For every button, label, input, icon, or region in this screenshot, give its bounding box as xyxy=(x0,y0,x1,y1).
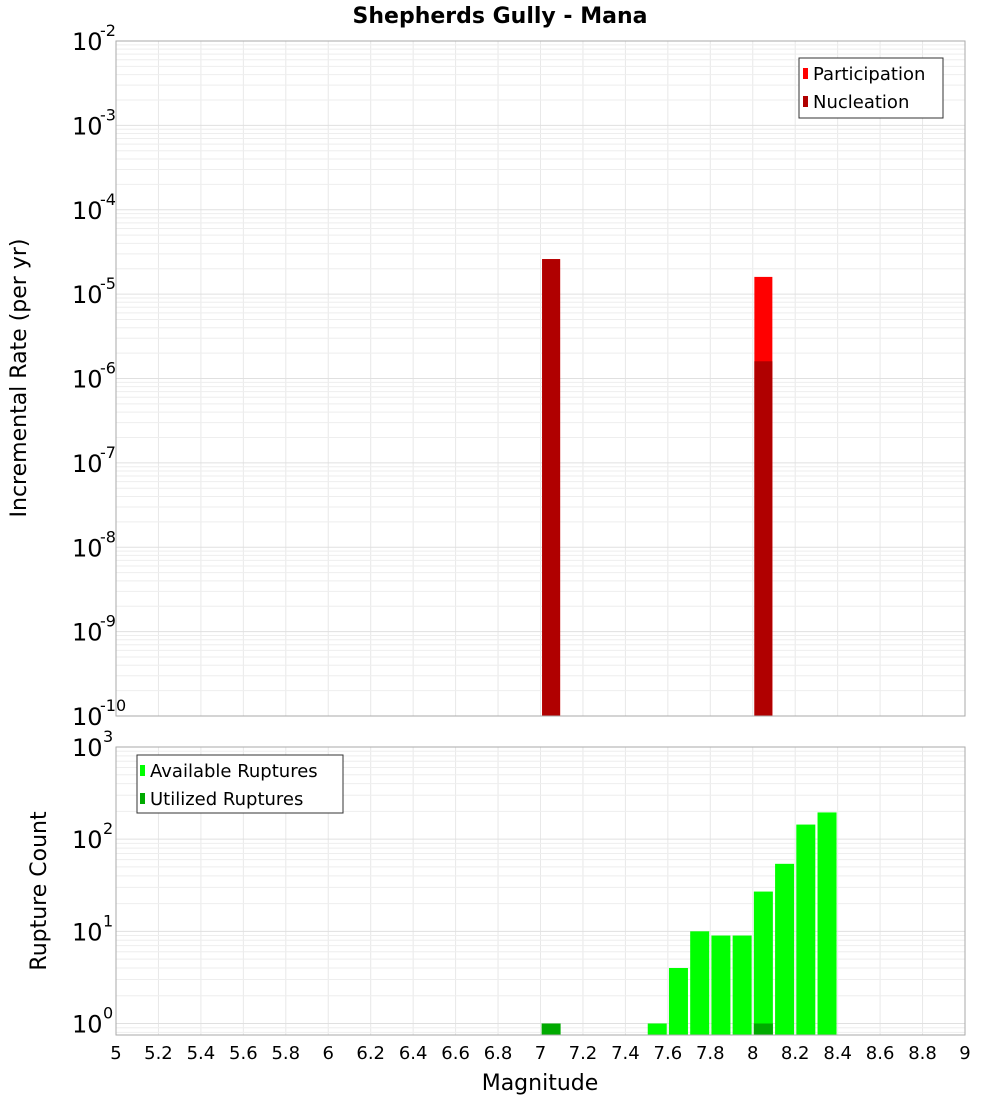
bottom-y-axis-label: Rupture Count xyxy=(27,811,52,971)
y-tick-label: 10 xyxy=(72,112,103,140)
available-ruptures-bar xyxy=(796,825,815,1035)
x-tick-label: 7.8 xyxy=(696,1043,725,1064)
top-y-axis-label: Incremental Rate (per yr) xyxy=(7,239,32,518)
bottom-plot-rupture-count: 103102101100 Rupture Count Available Rup… xyxy=(27,727,965,1038)
x-tick-label: 5.6 xyxy=(229,1043,258,1064)
y-tick-exponent: -9 xyxy=(100,612,116,631)
nucleation-bar xyxy=(754,361,772,716)
chart-title: Shepherds Gully - Mana xyxy=(353,4,648,29)
x-tick-label: 8.6 xyxy=(866,1043,895,1064)
y-tick-label: 10 xyxy=(72,281,103,309)
y-tick-label: 10 xyxy=(72,534,103,562)
x-tick-label: 7.2 xyxy=(569,1043,598,1064)
available-ruptures-bar xyxy=(711,936,730,1035)
bottom-y-tick-labels: 103102101100 xyxy=(72,727,113,1038)
top-plot-incremental-rate: 10-210-310-410-510-610-710-810-910-10 In… xyxy=(7,21,965,731)
y-tick-exponent: -8 xyxy=(100,527,116,546)
y-tick-exponent: 3 xyxy=(103,727,113,746)
y-tick-exponent: -10 xyxy=(100,696,126,715)
y-tick-label: 10 xyxy=(72,734,103,762)
x-tick-label: 9 xyxy=(959,1043,970,1064)
available-ruptures-bar xyxy=(775,864,794,1035)
legend-utilized-ruptures: Utilized Ruptures xyxy=(150,789,303,810)
x-tick-label: 7.4 xyxy=(611,1043,640,1064)
x-tick-label: 7 xyxy=(535,1043,546,1064)
y-tick-label: 10 xyxy=(72,826,103,854)
y-tick-label: 10 xyxy=(72,366,103,394)
utilized-ruptures-bar xyxy=(542,1023,561,1035)
y-tick-label: 10 xyxy=(72,1010,103,1038)
available-ruptures-bar xyxy=(690,931,709,1035)
y-tick-label: 10 xyxy=(72,703,103,731)
x-tick-label: 7.6 xyxy=(654,1043,683,1064)
y-tick-exponent: 2 xyxy=(103,819,113,838)
x-tick-label: 5.8 xyxy=(271,1043,300,1064)
x-tick-label: 5 xyxy=(110,1043,121,1064)
available-ruptures-bar xyxy=(669,968,688,1035)
nucleation-bar xyxy=(542,259,560,716)
x-tick-label: 6.8 xyxy=(484,1043,513,1064)
y-tick-exponent: -3 xyxy=(100,105,116,124)
x-tick-label: 8.2 xyxy=(781,1043,810,1064)
y-tick-exponent: 1 xyxy=(103,911,113,930)
available-ruptures-bar xyxy=(818,812,837,1035)
legend-available-ruptures: Available Ruptures xyxy=(150,761,318,782)
y-tick-exponent: 0 xyxy=(103,1003,113,1022)
top-legend: Participation Nucleation xyxy=(799,58,943,118)
available-ruptures-bar xyxy=(733,936,752,1035)
y-tick-exponent: -6 xyxy=(100,359,116,378)
y-tick-label: 10 xyxy=(72,619,103,647)
y-tick-exponent: -2 xyxy=(100,21,116,40)
y-tick-exponent: -5 xyxy=(100,274,116,293)
x-tick-label: 8.8 xyxy=(908,1043,937,1064)
x-tick-label: 8 xyxy=(747,1043,758,1064)
utilized-ruptures-bar xyxy=(754,1023,773,1035)
y-tick-label: 10 xyxy=(72,28,103,56)
nucleation-legend-swatch xyxy=(803,96,808,107)
x-tick-label: 8.4 xyxy=(823,1043,852,1064)
available-ruptures-bar xyxy=(648,1023,667,1035)
available-ruptures-bar xyxy=(754,892,773,1035)
participation-legend-swatch xyxy=(803,68,808,79)
x-tick-label: 6.2 xyxy=(356,1043,385,1064)
top-gridlines xyxy=(116,41,965,716)
bottom-legend: Available Ruptures Utilized Ruptures xyxy=(137,755,343,813)
y-tick-exponent: -4 xyxy=(100,190,116,209)
x-tick-label: 6.4 xyxy=(399,1043,428,1064)
x-tick-label: 5.4 xyxy=(187,1043,216,1064)
available-legend-swatch xyxy=(140,765,145,776)
x-tick-label: 6.6 xyxy=(441,1043,470,1064)
legend-nucleation: Nucleation xyxy=(813,92,909,113)
legend-participation: Participation xyxy=(813,64,925,85)
utilized-legend-swatch xyxy=(140,793,145,804)
y-tick-label: 10 xyxy=(72,918,103,946)
y-tick-label: 10 xyxy=(72,450,103,478)
x-tick-labels: 5 5.2 5.4 5.6 5.8 6 6.2 6.4 6.6 6.8 7 7.2 7.4 7.6 7.8 8… xyxy=(110,1043,970,1064)
chart-canvas: Shepherds Gully - Mana 10-210-310-410-51… xyxy=(0,0,1000,1100)
y-tick-exponent: -7 xyxy=(100,443,116,462)
x-tick-label: 5.2 xyxy=(144,1043,173,1064)
x-tick-label: 6 xyxy=(323,1043,334,1064)
y-tick-label: 10 xyxy=(72,197,103,225)
x-axis-label: Magnitude xyxy=(482,1071,599,1096)
